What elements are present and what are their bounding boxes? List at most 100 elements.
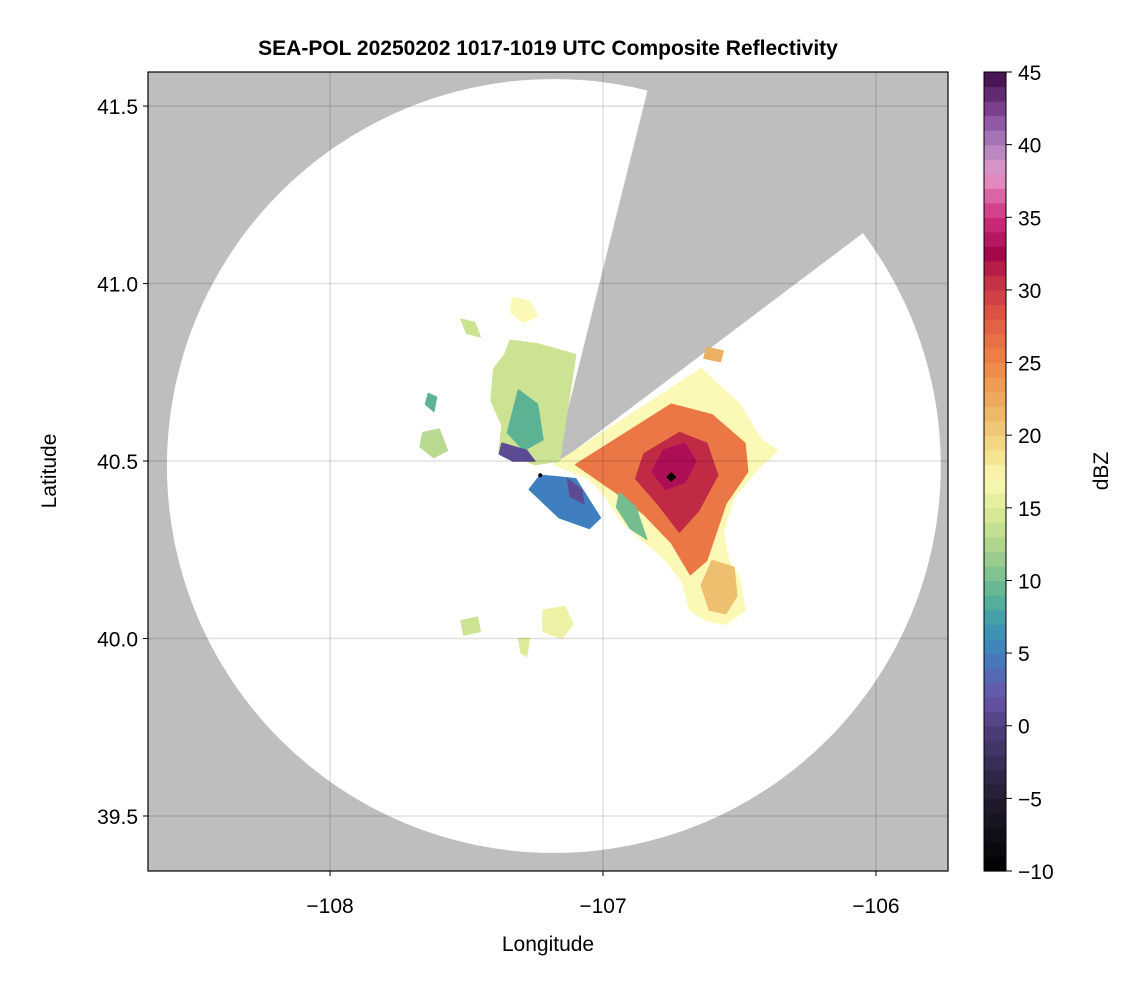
colorbar-bin (984, 101, 1006, 117)
location-marker-dot (538, 473, 543, 478)
colorbar-bin (984, 144, 1006, 160)
colorbar-tick-label: 35 (1018, 207, 1041, 230)
colorbar-bin (984, 318, 1006, 335)
colorbar-bin (984, 594, 1006, 611)
colorbar-bin (984, 536, 1006, 552)
colorbar-bin (984, 754, 1006, 770)
reflectivity-echo (615, 492, 648, 540)
y-axis-label: Latitude (38, 434, 61, 509)
reflectivity-echo (703, 346, 724, 363)
colorbar-tick-label: 0 (1018, 716, 1030, 739)
colorbar-bin (984, 682, 1006, 698)
colorbar-bin (984, 130, 1006, 146)
colorbar-bin (984, 812, 1006, 829)
y-tick-label: 41.0 (97, 274, 138, 297)
y-tick-label: 40.0 (97, 629, 138, 652)
reflectivity-echo (517, 637, 531, 658)
colorbar-bin (984, 246, 1006, 262)
reflectivity-echo (528, 474, 602, 530)
reflectivity-echo (651, 442, 697, 491)
colorbar-bin (984, 551, 1006, 567)
y-tick-label: 41.5 (97, 96, 138, 119)
colorbar-bin (984, 522, 1006, 538)
colorbar-bin (984, 493, 1006, 509)
colorbar-tick-label: 15 (1018, 498, 1041, 521)
colorbar-bin (984, 72, 1006, 88)
reflectivity-echo (506, 389, 544, 452)
colorbar-bin (984, 696, 1006, 712)
y-axis: 39.5 40.0 40.5 41.0 41.5 (97, 96, 148, 829)
colorbar-bin (984, 624, 1006, 640)
x-tick-label: −107 (579, 895, 626, 918)
colorbar-bin (984, 362, 1006, 378)
colorbar-frame (983, 71, 1007, 872)
colorbar-bin (984, 377, 1006, 393)
colorbar-bin (984, 435, 1006, 451)
colorbar-bin (984, 202, 1006, 218)
colorbar-tick-label: 30 (1018, 280, 1041, 303)
location-marker-diamond (666, 472, 677, 483)
colorbar-bin (984, 507, 1006, 523)
colorbar-bin (984, 217, 1006, 233)
plot-frame (147, 71, 949, 872)
colorbar-bin (984, 841, 1006, 858)
colorbar-label: dBZ (1090, 452, 1113, 491)
reflectivity-echo (498, 442, 536, 462)
colorbar-bin (984, 827, 1006, 843)
colorbar-bin (984, 638, 1006, 654)
colorbar-bin (984, 740, 1006, 756)
colorbar-tick-label: 10 (1018, 570, 1041, 593)
colorbar-tick-label: −10 (1018, 861, 1054, 884)
colorbar: −10 −5 0 5 10 15 20 25 30 35 40 45 (983, 62, 1054, 884)
x-tick-label: −106 (852, 895, 899, 918)
colorbar-bin (984, 333, 1006, 349)
colorbar-bin (984, 856, 1006, 872)
colorbar-bin (984, 798, 1006, 814)
colorbar-tick-label: 20 (1018, 425, 1041, 448)
reflectivity-echo (424, 392, 438, 413)
colorbar-bin (984, 86, 1006, 102)
colorbar-bin (984, 173, 1006, 189)
colorbar-bin (984, 783, 1006, 799)
x-axis: −108 −107 −106 (306, 871, 900, 918)
colorbar-bin (984, 304, 1006, 320)
colorbar-tick-label: −5 (1018, 788, 1042, 811)
plot-area (148, 72, 948, 871)
blocked-sector (553, 72, 948, 466)
colorbar-bin (984, 289, 1006, 306)
colorbar-bin (984, 464, 1006, 480)
reflectivity-echo (566, 478, 585, 505)
reflectivity-echo (542, 605, 574, 640)
colorbar-tick-label: 45 (1018, 62, 1041, 85)
colorbar-tick-label: 40 (1018, 135, 1041, 158)
colorbar-bin (984, 725, 1006, 741)
colorbar-bin (984, 565, 1006, 582)
reflectivity-echo (460, 318, 481, 338)
y-tick-label: 39.5 (97, 806, 138, 829)
colorbar-bin (984, 653, 1006, 669)
colorbar-bin (984, 609, 1006, 625)
reflectivity-echo (509, 297, 539, 324)
colorbar-bin (984, 406, 1006, 422)
colorbar-bin (984, 260, 1006, 276)
colorbar-bin (984, 348, 1006, 364)
colorbar-bin (984, 420, 1006, 436)
reflectivity-echo (700, 559, 738, 615)
colorbar-tick-label: 25 (1018, 353, 1041, 376)
reflectivity-echo (460, 616, 481, 636)
colorbar-bin (984, 391, 1006, 407)
colorbar-bin (984, 115, 1006, 131)
colorbar-bin (984, 580, 1006, 596)
reflectivity-echo (419, 428, 449, 459)
colorbar-bin (984, 769, 1006, 785)
y-tick-label: 40.5 (97, 451, 138, 474)
colorbar-bin (984, 667, 1006, 683)
x-axis-label: Longitude (502, 933, 594, 956)
chart-title: SEA-POL 20250202 1017-1019 UTC Composite… (258, 37, 838, 60)
colorbar-tick-label: 5 (1018, 643, 1030, 666)
colorbar-bin (984, 711, 1006, 727)
colorbar-bin (984, 478, 1006, 494)
colorbar-bin (984, 188, 1006, 204)
colorbar-bin (984, 231, 1006, 247)
